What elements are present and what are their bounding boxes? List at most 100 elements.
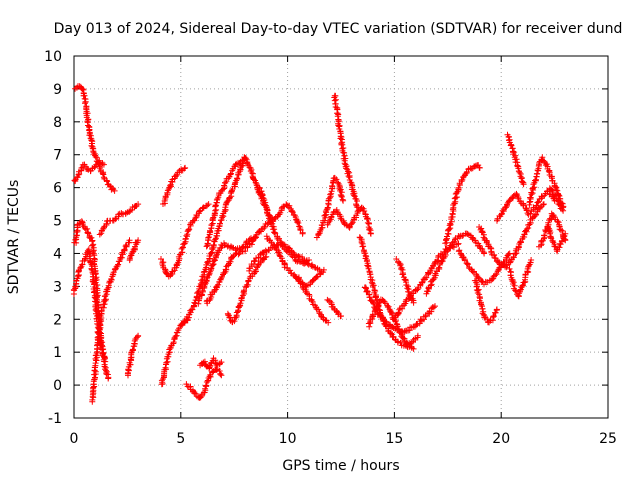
data-point-marker (329, 182, 336, 189)
data-point-marker (218, 217, 224, 224)
data-point-marker (254, 264, 260, 271)
data-point-marker (528, 257, 535, 263)
data-point-marker (513, 190, 520, 197)
data-point-marker (185, 226, 192, 233)
data-point-marker (289, 248, 295, 255)
data-point-marker (295, 220, 302, 226)
data-point-marker (182, 164, 189, 171)
series-arc-aj (471, 277, 500, 326)
data-point-marker (559, 227, 566, 234)
data-point-marker (395, 309, 402, 316)
data-point-marker (503, 204, 509, 211)
data-point-marker (199, 205, 206, 212)
data-point-marker (197, 394, 204, 401)
data-point-marker (225, 261, 232, 268)
data-point-marker (227, 258, 234, 265)
data-point-marker (93, 276, 100, 283)
data-point-marker (295, 275, 302, 282)
y-tick-label: 9 (53, 82, 62, 98)
data-point-marker (554, 218, 561, 225)
y-tick-label: 10 (44, 49, 62, 65)
data-point-marker (94, 334, 101, 341)
y-tick-label: 0 (53, 378, 62, 394)
data-point-marker (474, 290, 481, 296)
data-point-marker (79, 86, 86, 93)
data-point-marker (303, 282, 310, 289)
data-point-marker (216, 368, 223, 374)
data-point-marker (203, 382, 210, 389)
data-point-marker (234, 175, 241, 182)
chart-title: Day 013 of 2024, Sidereal Day-to-day VTE… (54, 21, 623, 37)
series-arc-al (504, 131, 527, 188)
y-tick-label: 8 (53, 115, 62, 131)
series-arc-w (295, 274, 332, 326)
data-point-marker (516, 169, 523, 176)
data-point-marker (340, 197, 347, 204)
x-axis-label: GPS time / hours (282, 458, 399, 474)
data-point-marker (364, 288, 371, 294)
data-point-marker (211, 287, 218, 294)
data-point-marker (181, 240, 188, 247)
data-point-marker (172, 333, 179, 340)
data-point-marker (88, 266, 95, 273)
y-tick-label: 4 (53, 246, 62, 262)
data-point-marker (129, 346, 136, 353)
data-point-marker (557, 227, 564, 233)
data-point-marker (258, 188, 265, 195)
x-tick-label: 0 (70, 431, 79, 447)
series-arc-an (506, 257, 535, 300)
data-point-marker (540, 201, 547, 208)
data-point-marker (538, 193, 545, 200)
series-arc-ao (526, 154, 567, 211)
data-point-marker (217, 371, 224, 378)
data-point-marker (523, 226, 530, 232)
data-point-marker (358, 239, 365, 246)
data-point-marker (540, 201, 547, 208)
series-arc-a (72, 83, 118, 194)
data-point-marker (102, 358, 109, 365)
data-point-marker (410, 345, 417, 352)
data-point-marker (367, 230, 374, 237)
data-point-marker (400, 271, 407, 278)
data-point-marker (111, 187, 118, 194)
data-point-marker (520, 181, 527, 188)
series-arc-ak (476, 201, 547, 271)
data-point-marker (398, 339, 405, 346)
data-point-marker (341, 152, 348, 159)
series-arc-o (195, 234, 259, 307)
data-point-marker (350, 192, 357, 199)
data-point-marker (135, 237, 142, 244)
data-point-marker (205, 201, 212, 208)
data-point-marker (506, 265, 513, 272)
data-point-marker (183, 232, 190, 239)
data-point-marker (438, 258, 445, 265)
series-arc-ac (361, 284, 438, 336)
data-point-marker (406, 292, 413, 298)
data-point-marker (242, 155, 249, 162)
data-point-marker (249, 238, 256, 245)
data-point-marker (403, 340, 410, 347)
data-point-marker (250, 176, 257, 183)
data-point-marker (338, 313, 344, 319)
data-point-marker (226, 194, 233, 201)
data-point-marker (213, 197, 220, 203)
x-tick-label: 5 (176, 431, 185, 447)
data-point-marker (164, 358, 171, 365)
data-point-marker (361, 208, 368, 214)
data-point-marker (212, 357, 219, 364)
data-point-marker (203, 298, 210, 305)
data-point-marker (167, 182, 174, 189)
data-point-marker (122, 243, 129, 250)
data-point-marker (241, 287, 248, 294)
data-point-marker (263, 253, 270, 260)
data-point-marker (115, 261, 122, 268)
series-arc-v (263, 233, 327, 290)
data-point-marker (428, 281, 435, 288)
data-point-marker (204, 259, 211, 266)
data-point-marker (262, 254, 269, 261)
series-arc-ar (546, 185, 567, 214)
series-arc-x (313, 174, 347, 241)
y-axis-ticks: -1 0 1 2 3 4 5 6 7 8 9 10 (44, 49, 608, 427)
data-point-marker (126, 237, 133, 244)
